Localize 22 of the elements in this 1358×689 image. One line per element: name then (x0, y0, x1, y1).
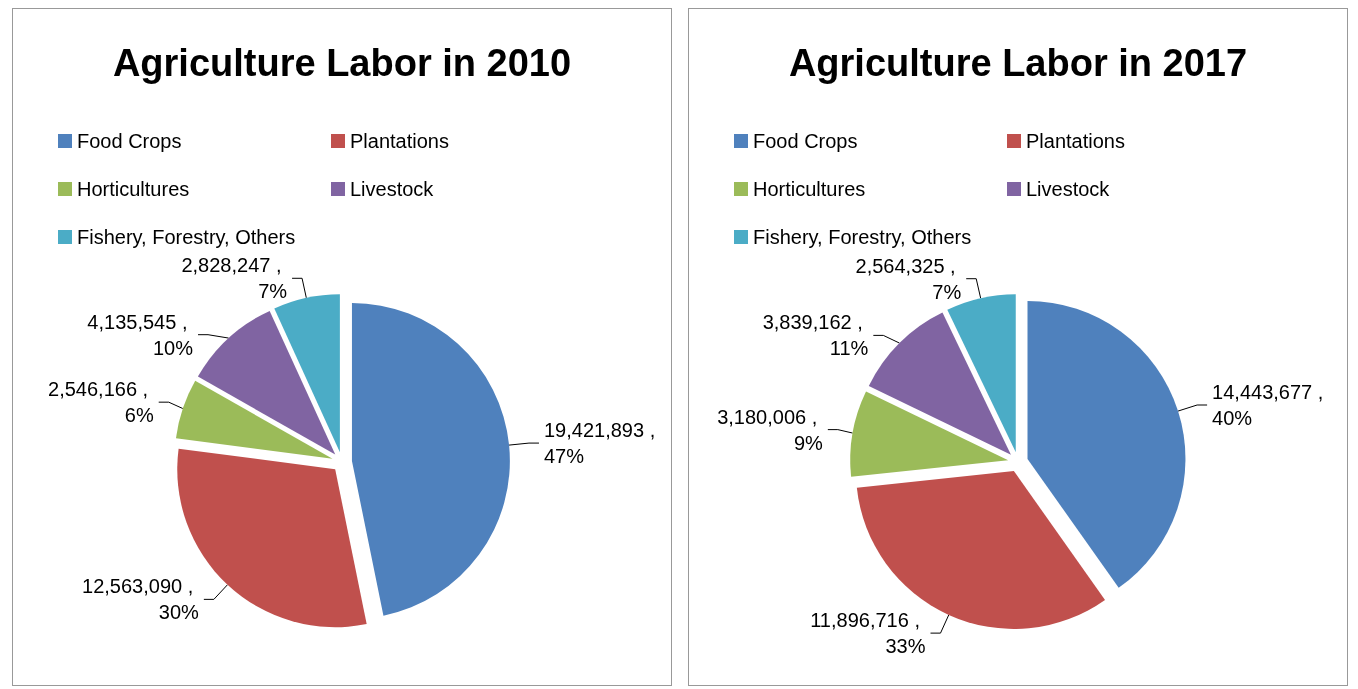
data-label: 2,828,247 , 7% (181, 254, 288, 303)
legend-label: Food Crops (77, 130, 182, 152)
data-label: 3,180,006 , 9% (717, 405, 824, 454)
data-label: 2,564,325 , 7% (855, 254, 962, 303)
legend-label: Livestock (1026, 178, 1111, 200)
legend-label: Horticultures (753, 178, 866, 200)
data-label: 2,546,166 , 6% (48, 378, 154, 427)
legend-label: Livestock (350, 178, 435, 200)
legend-label: Plantations (350, 130, 449, 152)
legend-label: Horticultures (77, 178, 190, 200)
data-label: 4,135,545 , 10% (87, 310, 194, 359)
data-label: 19,421,893 , 47% (543, 419, 661, 468)
chart-title: Agriculture Labor in 2017 (788, 42, 1248, 84)
data-label: 14,443,677 , 40% (1212, 381, 1329, 430)
legend-label: Food Crops (753, 130, 858, 152)
data-label: 3,839,162 , 11% (762, 311, 869, 360)
chart-title: Agriculture Labor in 2010 (112, 42, 572, 84)
data-label: 12,563,090 , 30% (82, 575, 200, 624)
legend-label: Fishery, Forestry, Others (753, 226, 972, 248)
legend-label: Plantations (1026, 130, 1125, 152)
data-label: 11,896,716 , 33% (810, 609, 926, 658)
legend-label: Fishery, Forestry, Others (77, 226, 296, 248)
